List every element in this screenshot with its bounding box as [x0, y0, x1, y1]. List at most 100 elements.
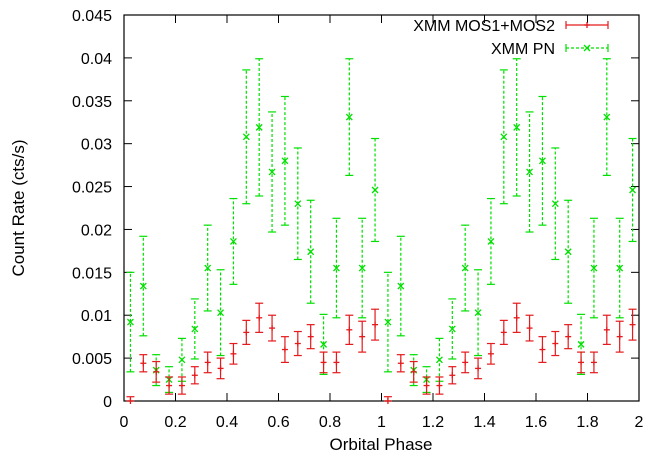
marker-d2	[255, 123, 263, 131]
data-point	[448, 366, 457, 385]
marker-d2	[371, 186, 379, 194]
data-point	[551, 330, 560, 357]
data-point	[538, 336, 547, 363]
marker-d2	[551, 200, 559, 208]
marker-d2	[345, 113, 353, 121]
y-tick-label: 0.02	[81, 222, 112, 239]
data-point	[461, 224, 470, 312]
legend: XMM MOS1+MOS2 XMM PN	[413, 18, 609, 58]
data-point	[525, 314, 534, 342]
y-tick-label: 0.01	[81, 308, 112, 325]
x-tick-label: 1.6	[525, 414, 547, 431]
data-point	[280, 95, 289, 226]
marker-d2	[590, 264, 598, 272]
data-point	[615, 320, 624, 353]
series-layer	[126, 58, 637, 404]
data-point	[461, 351, 470, 374]
marker-d2	[229, 237, 237, 245]
marker-d2	[384, 318, 392, 326]
data-point	[486, 197, 495, 285]
x-axis-title: Orbital Phase	[330, 435, 433, 454]
data-point	[564, 324, 573, 350]
legend-label-pn: XMM PN	[491, 41, 555, 58]
data-point	[280, 336, 289, 363]
y-tick-label: 0	[103, 394, 112, 411]
x-tick-label: 1	[377, 414, 386, 431]
data-point	[345, 314, 354, 345]
data-point	[126, 396, 135, 404]
y-tick-label: 0.045	[72, 8, 112, 25]
data-point	[551, 147, 560, 261]
marker-d2	[538, 157, 546, 165]
data-point	[203, 224, 212, 312]
data-point	[448, 298, 457, 360]
data-point	[435, 337, 444, 382]
data-point	[190, 298, 199, 360]
data-point	[216, 357, 225, 380]
data-point	[602, 58, 611, 177]
marker-d2	[217, 309, 225, 317]
y-tick-label: 0.025	[72, 180, 112, 197]
data-point	[396, 235, 405, 337]
data-point	[564, 199, 573, 304]
x-tick-label: 0	[120, 414, 129, 431]
series-pn	[126, 58, 637, 394]
data-point	[139, 235, 148, 337]
x-tick-label: 0.4	[216, 414, 238, 431]
legend-sample-mos	[565, 21, 609, 29]
data-point	[525, 111, 534, 233]
marker-d2	[487, 237, 495, 245]
marker-d2	[178, 356, 186, 364]
x-tick-label: 0.8	[319, 414, 341, 431]
x-tick-label: 1.2	[422, 414, 444, 431]
x-tick-label: 2	[635, 414, 644, 431]
data-point	[139, 354, 148, 373]
data-point	[242, 319, 251, 345]
data-point	[177, 337, 186, 382]
marker-d2	[448, 325, 456, 333]
marker-d2	[397, 282, 405, 290]
x-tick-label: 1.8	[576, 414, 598, 431]
x-tick-label: 0.6	[267, 414, 289, 431]
plot-frame	[123, 14, 640, 402]
data-point	[319, 351, 328, 374]
data-point	[358, 320, 367, 353]
legend-sample-pn	[565, 44, 609, 52]
data-point	[615, 217, 624, 319]
data-point	[371, 308, 380, 341]
data-point	[216, 269, 225, 357]
marker-d2	[629, 186, 637, 194]
data-point	[152, 360, 161, 383]
x-tick-label: 1.4	[473, 414, 495, 431]
data-point	[512, 302, 521, 333]
marker-d2	[204, 264, 212, 272]
marker-d2	[526, 168, 534, 176]
data-point	[499, 69, 508, 205]
data-point	[229, 342, 238, 365]
marker-d2	[268, 168, 276, 176]
data-point	[474, 357, 483, 380]
marker-d2	[577, 340, 585, 348]
data-point	[242, 69, 251, 205]
data-point	[306, 324, 315, 350]
marker-d2	[513, 123, 521, 131]
marker-d2	[242, 133, 250, 141]
data-point	[190, 366, 199, 385]
data-point	[345, 58, 354, 177]
y-tick-label: 0.03	[81, 137, 112, 154]
marker-d2	[583, 44, 591, 52]
axis-ticks	[123, 14, 640, 402]
data-point	[306, 199, 315, 304]
data-point	[512, 58, 521, 197]
data-point	[422, 376, 431, 395]
data-point	[538, 95, 547, 226]
data-point	[589, 217, 598, 319]
y-tick-labels: 0 0.005 0.01 0.015 0.02 0.025 0.03 0.035 0.04 0.0…	[72, 8, 112, 411]
data-point	[229, 197, 238, 285]
y-axis-title: Count Rate (cts/s)	[9, 140, 28, 277]
data-point	[435, 376, 444, 395]
x-tick-label: 0.2	[164, 414, 186, 431]
data-point	[628, 308, 637, 341]
marker-d2	[616, 264, 624, 272]
